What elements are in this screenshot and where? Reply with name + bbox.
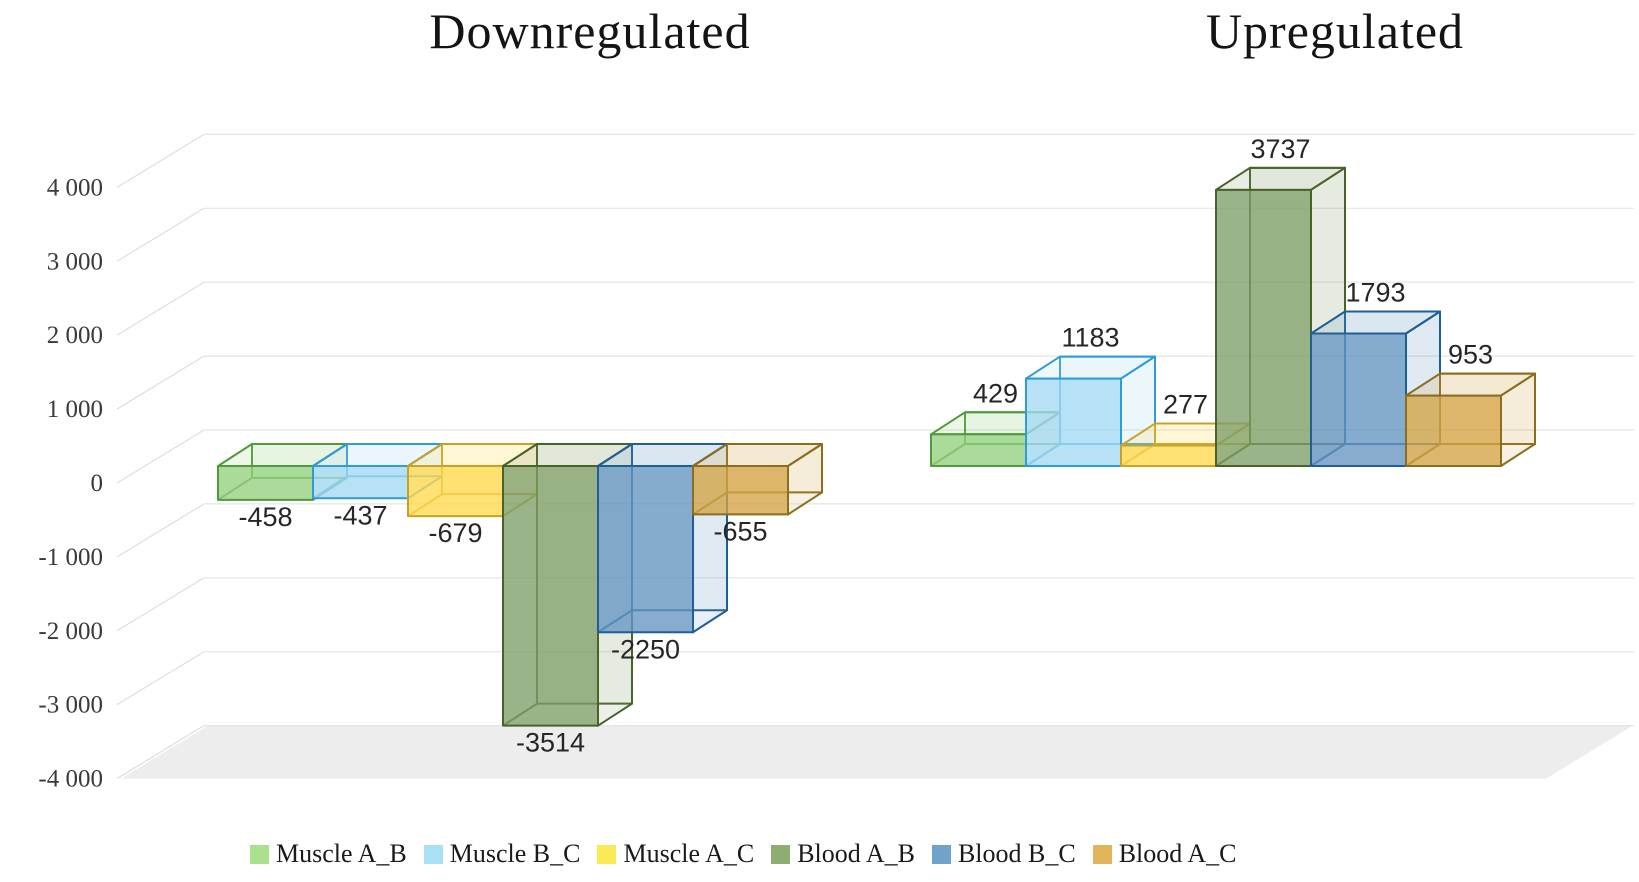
axis-tick-label: -3 000 [38,692,103,719]
bar-value-label: 1183 [1061,323,1119,353]
legend-item: Blood B_C [931,839,1076,869]
grid-line-connector [116,281,205,336]
grid-line-connector [116,429,205,484]
legend-swatch-icon [597,844,617,864]
legend-label: Muscle A_C [623,839,755,868]
chart-title-upregulated: Upregulated [1205,3,1465,59]
bar-value-label: 3737 [1250,134,1310,164]
legend-swatch-icon [771,844,791,864]
grid-line-connector [116,577,205,632]
legend-item: Muscle A_C [597,839,754,869]
legend-swatch-icon [250,844,269,864]
grid-line-connector [116,207,205,262]
chart-floor [121,725,1633,779]
legend-label: Blood A_C [1118,839,1237,868]
legend-label: Muscle A_B [276,839,407,868]
bar-value-label: -655 [713,516,767,546]
chart-legend: Muscle A_B Muscle B_C Muscle A_C Blood A_B B… [250,838,1236,870]
axis-tick-label: 2 000 [47,322,103,349]
grid-line-connector [116,133,205,188]
bar-front-face [1120,444,1217,467]
bar-front-face [1025,377,1122,467]
bar-value-label: 953 [1448,340,1493,370]
bar-value-label: 277 [1163,390,1208,420]
bar-value-label: -437 [333,500,387,530]
bar-value-label: 429 [973,378,1018,408]
legend-swatch-icon [423,844,443,864]
bar-front-face [407,465,504,518]
chart-title-downregulated: Downregulated [429,3,751,59]
bar-front-face [930,433,1027,468]
bar-front-face [1405,394,1502,467]
bar-front-face [692,465,789,516]
bar-value-label: -458 [238,502,292,532]
bar-front-face [1310,332,1407,468]
legend-label: Muscle B_C [449,839,581,868]
bar-front-face [597,465,694,634]
grid-line-connector [116,725,205,780]
legend-item: Blood A_B [771,839,915,869]
grid-line-connector [116,355,205,410]
bar-value-label: -2250 [611,634,680,664]
grid-line-connector [116,651,205,706]
legend-item: Muscle A_B [250,839,407,869]
axis-tick-label: 0 [91,470,104,497]
bar-value-label: -3514 [516,728,585,758]
legend-label: Blood A_B [797,839,915,868]
bar-front-face [1215,188,1312,467]
grid-line-connector [116,503,205,558]
bar-value-label: 1793 [1345,277,1405,307]
bar-value-label: -679 [428,518,482,548]
axis-tick-label: 3 000 [47,248,103,275]
axis-tick-label: -1 000 [38,544,103,571]
legend-swatch-icon [931,844,951,864]
bar-front-face [312,465,409,500]
legend-label: Blood B_C [957,839,1076,868]
legend-item: Muscle B_C [423,839,581,869]
bar-front-face [502,465,599,727]
bar-front-face [217,465,314,501]
axis-tick-label: 1 000 [47,396,103,423]
axis-tick-label: -2 000 [38,618,103,645]
axis-tick-label: 4 000 [47,174,103,201]
axis-tick-label: -4 000 [38,766,103,793]
legend-item: Blood A_C [1092,839,1237,869]
legend-swatch-icon [1092,844,1112,864]
